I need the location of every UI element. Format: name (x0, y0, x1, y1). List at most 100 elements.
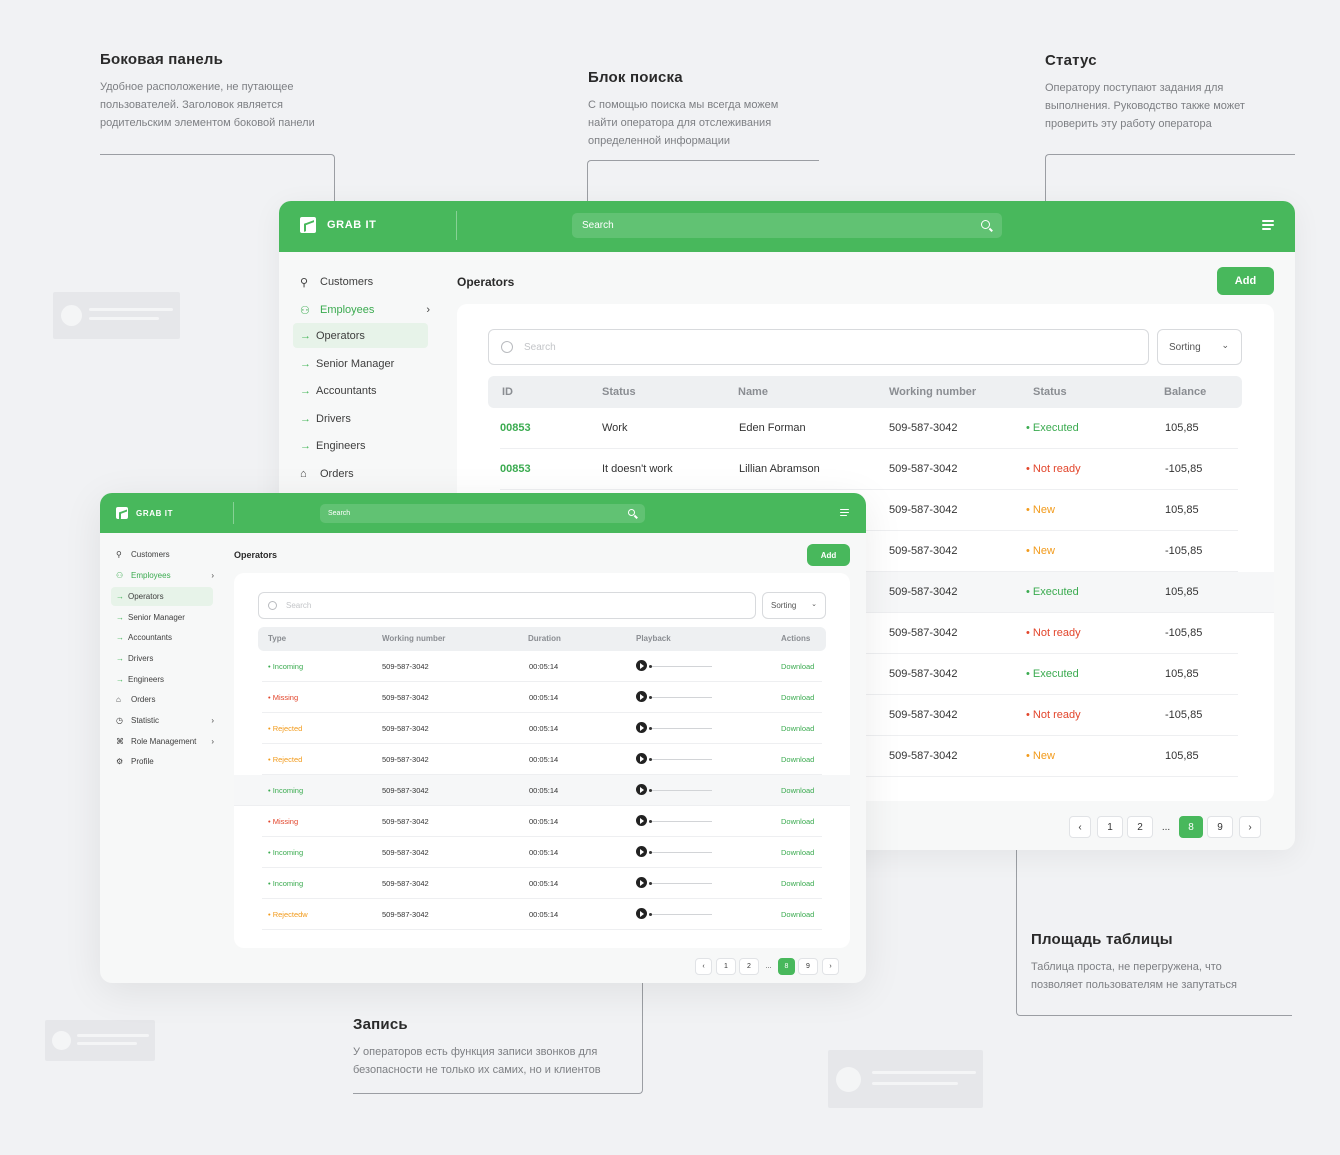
progress-knob[interactable] (649, 727, 652, 730)
sidebar-item-drivers[interactable]: → Drivers (116, 654, 214, 663)
progress-knob[interactable] (649, 665, 652, 668)
sidebar-item-operators[interactable]: → Operators (111, 587, 213, 606)
progress-knob[interactable] (649, 758, 652, 761)
progress-track[interactable] (650, 852, 712, 853)
audio-player[interactable] (636, 908, 716, 920)
play-icon[interactable] (636, 753, 647, 764)
table-row[interactable]: 509-587-3042 • New -105,85 (500, 531, 1238, 572)
download-link[interactable]: Download (781, 662, 815, 671)
progress-track[interactable] (650, 759, 712, 760)
play-icon[interactable] (636, 722, 647, 733)
play-icon[interactable] (636, 908, 647, 919)
row-id[interactable]: 00853 (500, 422, 531, 434)
table-row[interactable]: 00853 It doesn't work Lillian Abramson 509-… (500, 449, 1238, 490)
progress-track[interactable] (650, 728, 712, 729)
audio-player[interactable] (636, 815, 716, 827)
sidebar-item-drivers[interactable]: → Drivers (300, 410, 430, 428)
table-row[interactable]: • Incoming 509-587-3042 00:05:14 Download (262, 868, 822, 899)
prev-page-button[interactable]: ‹ (1069, 816, 1091, 838)
menu-icon[interactable] (840, 509, 849, 516)
play-icon[interactable] (636, 691, 647, 702)
page-button-current[interactable]: 8 (778, 958, 795, 975)
table-row[interactable]: • Incoming 509-587-3042 00:05:14 Download (262, 837, 822, 868)
audio-player[interactable] (636, 784, 716, 796)
table-row[interactable]: 509-587-3042 • New 105,85 (500, 736, 1238, 777)
table-row[interactable]: • Rejected 509-587-3042 00:05:14 Download (262, 744, 822, 775)
sidebar-item-role-management[interactable]: ⌘ Role Management › (116, 737, 214, 746)
column-header[interactable]: Status (602, 386, 636, 398)
play-icon[interactable] (636, 815, 647, 826)
column-header[interactable]: ID (502, 386, 513, 398)
sidebar-item-engineers[interactable]: → Engineers (300, 437, 430, 455)
search-icon[interactable] (628, 509, 635, 516)
page-button[interactable]: 1 (1097, 816, 1123, 838)
audio-player[interactable] (636, 660, 716, 672)
sidebar-item-customers[interactable]: ⚲ Customers (300, 273, 430, 291)
progress-knob[interactable] (649, 882, 652, 885)
progress-track[interactable] (650, 790, 712, 791)
download-link[interactable]: Download (781, 817, 815, 826)
page-button[interactable]: 9 (798, 958, 818, 975)
audio-player[interactable] (636, 691, 716, 703)
page-button[interactable]: 1 (716, 958, 736, 975)
sidebar-item-customers[interactable]: ⚲ Customers (116, 550, 214, 559)
page-button[interactable]: 2 (739, 958, 759, 975)
brand-logo[interactable]: GRAB IT (116, 507, 173, 519)
table-row[interactable]: 00853 Work Eden Forman 509-587-3042 • Execut… (500, 408, 1238, 449)
play-icon[interactable] (636, 660, 647, 671)
audio-player[interactable] (636, 722, 716, 734)
sidebar-item-senior-manager[interactable]: → Senior Manager (116, 613, 214, 622)
download-link[interactable]: Download (781, 879, 815, 888)
progress-track[interactable] (650, 697, 712, 698)
next-page-button[interactable]: › (822, 958, 839, 975)
filter-search-input[interactable]: Search (258, 592, 756, 619)
sidebar-item-profile[interactable]: ⚙ Profile (116, 757, 214, 766)
table-row[interactable]: • Missing 509-587-3042 00:05:14 Download (262, 682, 822, 713)
table-row[interactable]: 509-587-3042 • Not ready -105,85 (500, 695, 1238, 736)
column-header[interactable]: Balance (1164, 386, 1207, 398)
sidebar-item-accountants[interactable]: → Accountants (300, 382, 430, 400)
download-link[interactable]: Download (781, 755, 815, 764)
sidebar-item-accountants[interactable]: → Accountants (116, 633, 214, 642)
audio-player[interactable] (636, 846, 716, 858)
add-button[interactable]: Add (1217, 267, 1274, 295)
progress-knob[interactable] (649, 913, 652, 916)
progress-track[interactable] (650, 914, 712, 915)
sidebar-item-senior-manager[interactable]: → Senior Manager (300, 355, 430, 373)
top-search-input[interactable]: Search (572, 213, 1002, 238)
play-icon[interactable] (636, 784, 647, 795)
download-link[interactable]: Download (781, 693, 815, 702)
table-row[interactable]: 509-587-3042 • Executed 105,85 (500, 654, 1238, 695)
column-header[interactable]: Duration (528, 634, 561, 643)
column-header[interactable]: Actions (781, 634, 811, 643)
audio-player[interactable] (636, 753, 716, 765)
sidebar-item-operators[interactable]: → Operators (293, 323, 428, 348)
column-header[interactable]: Name (738, 386, 768, 398)
page-button[interactable]: 2 (1127, 816, 1153, 838)
sorting-select[interactable]: Sorting ⌄ (762, 592, 826, 619)
play-icon[interactable] (636, 877, 647, 888)
sidebar-item-engineers[interactable]: → Engineers (116, 675, 214, 684)
sidebar-item-statistic[interactable]: ◷ Statistic › (116, 716, 214, 725)
page-button-current[interactable]: 8 (1179, 816, 1203, 838)
sidebar-item-employees[interactable]: ⚇ Employees › (300, 301, 430, 319)
table-row[interactable]: 509-587-3042 • New 105,85 (500, 490, 1238, 531)
table-row[interactable]: • Rejected 509-587-3042 00:05:14 Download (262, 713, 822, 744)
progress-knob[interactable] (649, 789, 652, 792)
filter-search-input[interactable]: Search (488, 329, 1149, 365)
column-header[interactable]: Playback (636, 634, 671, 643)
prev-page-button[interactable]: ‹ (695, 958, 712, 975)
sorting-select[interactable]: Sorting ⌄ (1157, 329, 1242, 365)
download-link[interactable]: Download (781, 910, 815, 919)
column-header[interactable]: Working number (889, 386, 977, 398)
row-id[interactable]: 00853 (500, 463, 531, 475)
sidebar-item-orders[interactable]: ⌂ Orders (300, 465, 430, 483)
sidebar-item-employees[interactable]: ⚇ Employees › (116, 571, 214, 580)
column-header[interactable]: Working number (382, 634, 446, 643)
column-header[interactable]: Status (1033, 386, 1067, 398)
table-row[interactable]: • Incoming 509-587-3042 00:05:14 Download (234, 775, 850, 806)
audio-player[interactable] (636, 877, 716, 889)
play-icon[interactable] (636, 846, 647, 857)
progress-knob[interactable] (649, 851, 652, 854)
menu-icon[interactable] (1262, 220, 1274, 230)
